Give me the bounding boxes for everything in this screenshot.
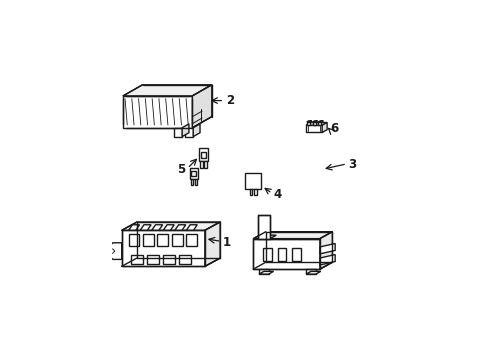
Polygon shape [198,148,208,161]
Polygon shape [151,225,163,230]
Polygon shape [318,122,321,125]
Polygon shape [122,222,220,230]
Polygon shape [305,122,326,125]
Polygon shape [182,124,188,136]
Polygon shape [143,234,154,246]
Polygon shape [204,161,207,168]
Polygon shape [318,121,323,122]
Polygon shape [179,255,191,264]
Polygon shape [244,173,261,189]
Polygon shape [186,225,197,230]
Text: 3: 3 [347,158,356,171]
Text: 1: 1 [223,236,230,249]
Polygon shape [305,125,322,132]
Polygon shape [277,248,286,261]
Polygon shape [305,269,315,274]
Polygon shape [128,234,139,246]
Polygon shape [257,235,276,239]
Polygon shape [201,152,206,158]
Polygon shape [253,262,332,269]
Polygon shape [312,122,315,125]
Polygon shape [110,243,122,260]
Polygon shape [194,179,197,185]
Polygon shape [193,124,200,136]
Polygon shape [259,271,273,274]
Text: 2: 2 [225,94,233,107]
Text: 5: 5 [177,163,185,176]
Polygon shape [163,225,174,230]
Polygon shape [123,96,192,128]
Polygon shape [175,225,185,230]
Polygon shape [128,225,139,230]
Polygon shape [172,234,183,246]
Polygon shape [185,128,193,136]
Polygon shape [249,189,251,195]
Polygon shape [306,122,309,125]
Polygon shape [191,171,196,176]
Polygon shape [319,243,334,254]
Polygon shape [174,128,182,136]
Polygon shape [312,121,317,122]
Text: 6: 6 [330,122,338,135]
Polygon shape [147,255,159,264]
Polygon shape [131,255,143,264]
Polygon shape [319,232,332,269]
Polygon shape [163,255,175,264]
Polygon shape [157,234,168,246]
Polygon shape [204,222,220,266]
Polygon shape [254,189,256,195]
Polygon shape [291,248,300,261]
Text: 4: 4 [273,188,281,201]
Polygon shape [253,232,332,239]
Polygon shape [253,239,319,269]
Polygon shape [192,85,211,128]
Polygon shape [200,161,202,168]
Polygon shape [122,230,204,266]
Polygon shape [257,215,269,239]
Polygon shape [319,255,334,265]
Polygon shape [322,122,326,132]
Polygon shape [122,258,220,266]
Polygon shape [189,168,198,179]
Polygon shape [259,269,268,274]
Polygon shape [123,85,211,96]
Polygon shape [305,271,320,274]
Polygon shape [306,121,311,122]
Polygon shape [140,225,151,230]
Polygon shape [263,248,271,261]
Polygon shape [190,179,193,185]
Polygon shape [186,234,197,246]
